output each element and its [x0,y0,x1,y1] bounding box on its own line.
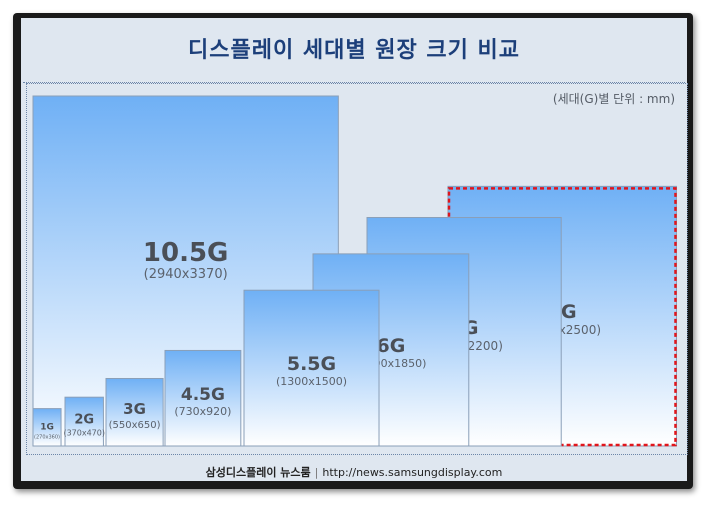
chart-area: 10.5G(2940x3370)8G(2200x2500)7G(1870x220… [26,83,688,455]
bar-rect [32,408,62,447]
bar-label: 5.5G [287,353,336,375]
bar-label: 4.5G [181,385,225,405]
bar-rect [105,377,164,447]
bar-5_5G: 5.5G(1300x1500) [243,289,380,447]
bar-4_5G: 4.5G(730x920) [164,349,242,447]
chart-title: 디스플레이 세대별 원장 크기 비교 [188,38,520,63]
bar-size-label: (270x360) [34,434,60,440]
unit-note: (세대(G)별 단위 : mm) [552,92,675,106]
bar-size-label: (370x470) [63,429,105,438]
footer: 삼성디스플레이 뉴스룸 | http://news.samsungdisplay.c… [21,464,687,480]
bar-label: 3G [123,400,146,418]
bar-label: 10.5G [143,238,229,268]
bar-rect [243,289,380,447]
bar-rect [164,349,242,447]
bar-size-label: (2940x3370) [144,267,228,282]
infographic-panel: 디스플레이 세대별 원장 크기 비교 10.5G (2940x3370) 8G (22… [21,18,688,481]
generation-size-chart: 10.5G(2940x3370)8G(2200x2500)7G(1870x220… [32,95,677,447]
bar-rect [64,396,104,447]
bar-label: 2G [74,413,94,428]
title-divider [23,82,685,84]
bar-size-label: (1300x1500) [276,375,347,388]
highlight-outline [447,187,677,447]
bar-3G: 3G (550x650) [105,377,164,447]
bar-size-label: (730x920) [174,405,231,418]
bar-size-label: (550x650) [109,420,161,431]
bar-1G: 1G (270x360) [32,408,62,447]
bar-2G: 2G(370x470) [63,396,105,447]
bar-label: 1G [40,422,54,432]
footer-separator: | [314,466,319,479]
footer-brand: 삼성디스플레이 뉴스룸 [205,466,311,479]
bar-label: 6G [376,335,405,357]
footer-url[interactable]: http://news.samsungdisplay.com [322,466,503,479]
